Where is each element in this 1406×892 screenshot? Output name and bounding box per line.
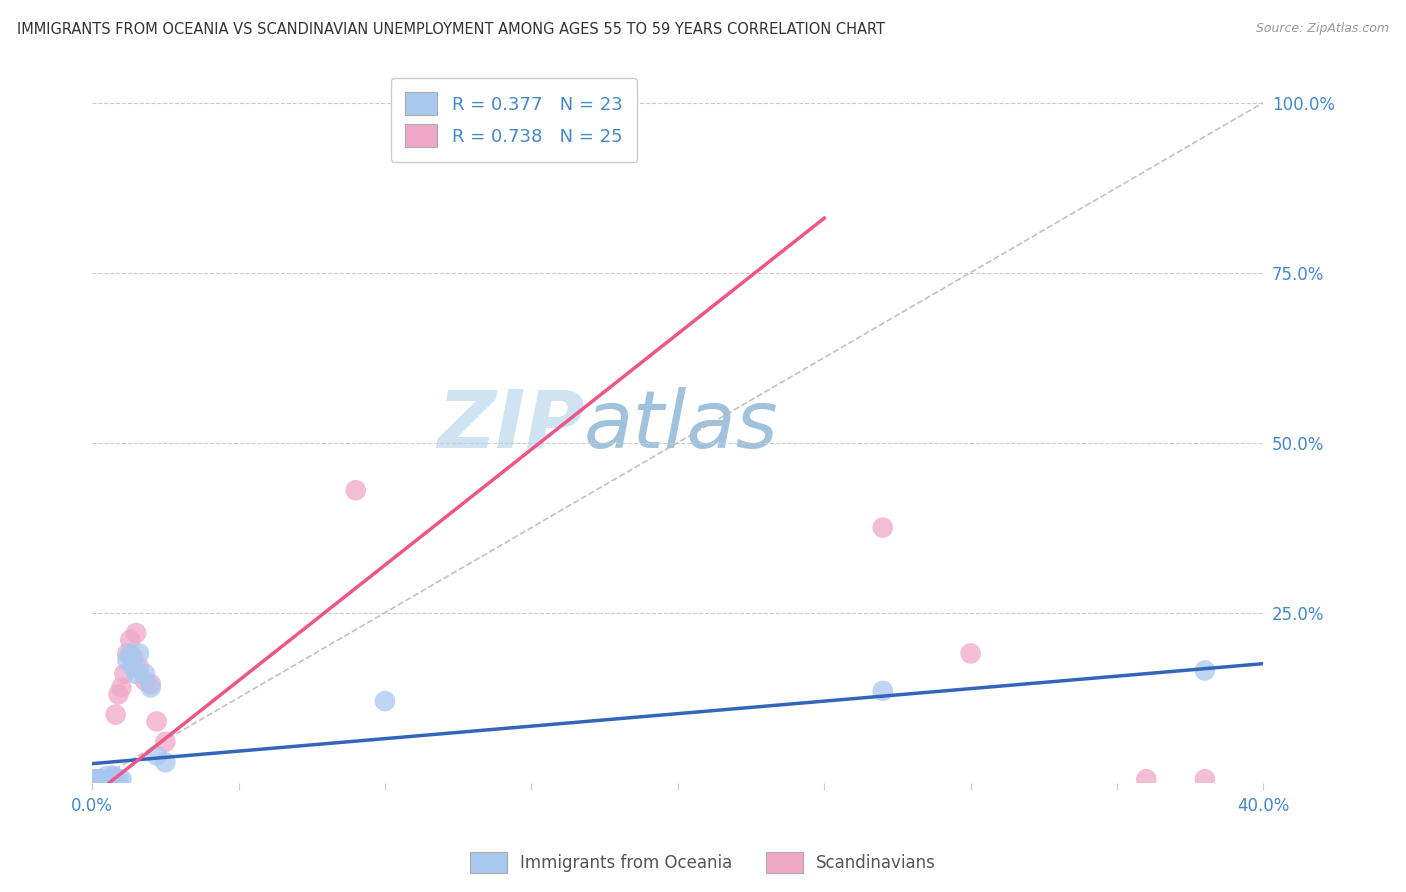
Point bbox=[117, 653, 139, 667]
Point bbox=[101, 769, 124, 783]
Point bbox=[84, 772, 107, 787]
Point bbox=[98, 772, 121, 787]
Point bbox=[90, 772, 112, 787]
Point bbox=[93, 772, 115, 787]
Point bbox=[1194, 664, 1216, 678]
Point bbox=[84, 772, 107, 787]
Point bbox=[1194, 772, 1216, 787]
Text: atlas: atlas bbox=[583, 386, 779, 465]
Point bbox=[90, 772, 112, 787]
Point bbox=[1135, 772, 1157, 787]
Point bbox=[110, 681, 132, 695]
Point bbox=[107, 772, 129, 787]
Point bbox=[155, 756, 177, 770]
Point bbox=[96, 769, 118, 783]
Point bbox=[112, 666, 135, 681]
Point bbox=[125, 666, 148, 681]
Point bbox=[122, 660, 145, 674]
Point bbox=[145, 714, 167, 729]
Point bbox=[155, 735, 177, 749]
Point bbox=[107, 687, 129, 701]
Point bbox=[134, 666, 156, 681]
Point bbox=[872, 520, 894, 534]
Point bbox=[104, 707, 127, 722]
Point bbox=[96, 772, 118, 787]
Point bbox=[128, 647, 150, 661]
Point bbox=[145, 748, 167, 763]
Point bbox=[374, 694, 396, 708]
Point bbox=[128, 660, 150, 674]
Point bbox=[101, 769, 124, 783]
Point bbox=[87, 772, 110, 787]
Point bbox=[87, 772, 110, 787]
Legend: Immigrants from Oceania, Scandinavians: Immigrants from Oceania, Scandinavians bbox=[464, 846, 942, 880]
Point bbox=[93, 772, 115, 787]
Text: IMMIGRANTS FROM OCEANIA VS SCANDINAVIAN UNEMPLOYMENT AMONG AGES 55 TO 59 YEARS C: IMMIGRANTS FROM OCEANIA VS SCANDINAVIAN … bbox=[17, 22, 884, 37]
Point bbox=[139, 681, 162, 695]
Point bbox=[110, 772, 132, 787]
Point bbox=[872, 683, 894, 698]
Point bbox=[959, 647, 981, 661]
Point bbox=[134, 673, 156, 688]
Point bbox=[344, 483, 367, 498]
Point bbox=[98, 772, 121, 787]
Point bbox=[104, 772, 127, 787]
Point bbox=[125, 626, 148, 640]
Point bbox=[117, 647, 139, 661]
Point bbox=[96, 772, 118, 787]
Text: Source: ZipAtlas.com: Source: ZipAtlas.com bbox=[1256, 22, 1389, 36]
Point bbox=[120, 632, 142, 647]
Text: ZIP: ZIP bbox=[437, 386, 583, 465]
Point bbox=[139, 677, 162, 691]
Legend: R = 0.377   N = 23, R = 0.738   N = 25: R = 0.377 N = 23, R = 0.738 N = 25 bbox=[391, 78, 637, 161]
Point bbox=[122, 649, 145, 664]
Point bbox=[120, 647, 142, 661]
